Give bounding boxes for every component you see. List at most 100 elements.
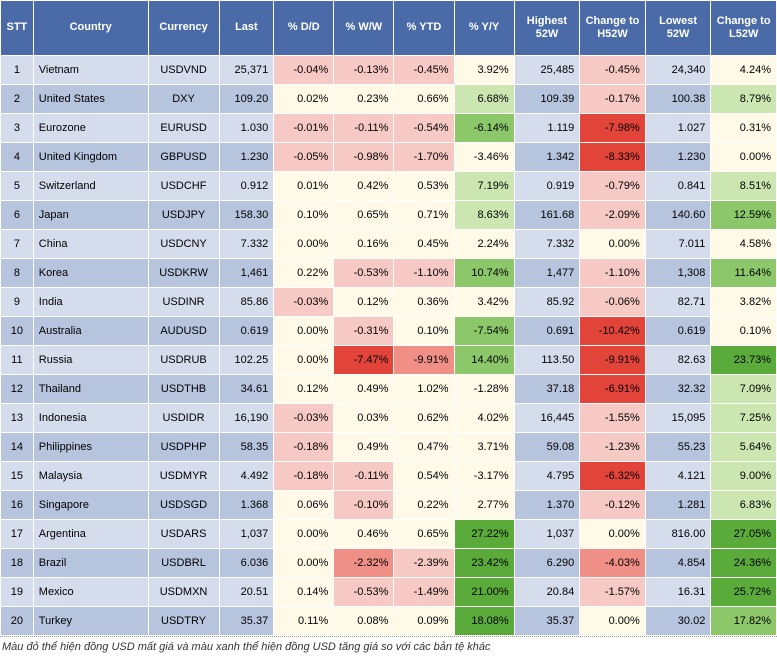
cell: 0.71% (394, 201, 454, 230)
cell: 109.20 (219, 85, 274, 114)
cell: Korea (33, 259, 148, 288)
currency-table: STTCountryCurrencyLast% D/D% W/W% YTD% Y… (0, 0, 777, 636)
cell: 3.42% (454, 288, 514, 317)
cell: 1.027 (645, 114, 711, 143)
cell: 0.45% (394, 230, 454, 259)
cell: 25.72% (711, 578, 777, 607)
cell: DXY (148, 85, 219, 114)
cell: 1,037 (219, 520, 274, 549)
cell: 25,485 (514, 56, 580, 85)
cell: -3.17% (454, 462, 514, 491)
cell: USDCHF (148, 172, 219, 201)
cell: 20.84 (514, 578, 580, 607)
table-row: 7ChinaUSDCNY7.3320.00%0.16%0.45%2.24%7.3… (1, 230, 777, 259)
cell: Australia (33, 317, 148, 346)
cell: 0.00% (274, 230, 334, 259)
cell: USDJPY (148, 201, 219, 230)
cell: -7.47% (334, 346, 394, 375)
cell: Argentina (33, 520, 148, 549)
cell: Malaysia (33, 462, 148, 491)
cell: GBPUSD (148, 143, 219, 172)
cell: 0.00% (274, 549, 334, 578)
cell: 7.25% (711, 404, 777, 433)
cell: 1.281 (645, 491, 711, 520)
cell: -1.23% (580, 433, 646, 462)
cell: 102.25 (219, 346, 274, 375)
cell: USDRUB (148, 346, 219, 375)
cell: USDMYR (148, 462, 219, 491)
table-row: 12ThailandUSDTHB34.610.12%0.49%1.02%-1.2… (1, 375, 777, 404)
cell: -0.11% (334, 114, 394, 143)
cell: Mexico (33, 578, 148, 607)
cell: 0.65% (394, 520, 454, 549)
cell: 8.51% (711, 172, 777, 201)
cell: 4.24% (711, 56, 777, 85)
cell: 0.10% (394, 317, 454, 346)
cell: -1.10% (580, 259, 646, 288)
table-row: 8KoreaUSDKRW1,4610.22%-0.53%-1.10%10.74%… (1, 259, 777, 288)
cell: USDIDR (148, 404, 219, 433)
cell: 113.50 (514, 346, 580, 375)
cell: 34.61 (219, 375, 274, 404)
table-row: 5SwitzerlandUSDCHF0.9120.01%0.42%0.53%7.… (1, 172, 777, 201)
cell: USDCNY (148, 230, 219, 259)
cell: 0.00% (274, 346, 334, 375)
cell: 3.92% (454, 56, 514, 85)
table-header: STTCountryCurrencyLast% D/D% W/W% YTD% Y… (1, 1, 777, 56)
cell: 7.09% (711, 375, 777, 404)
cell: USDTRY (148, 607, 219, 636)
cell: 10 (1, 317, 34, 346)
cell: Vietnam (33, 56, 148, 85)
cell: -0.18% (274, 433, 334, 462)
cell: -2.09% (580, 201, 646, 230)
cell: 32.32 (645, 375, 711, 404)
table-row: 14PhilippinesUSDPHP58.35-0.18%0.49%0.47%… (1, 433, 777, 462)
cell: 0.23% (334, 85, 394, 114)
cell: 0.619 (219, 317, 274, 346)
cell: 1.370 (514, 491, 580, 520)
cell: 3.82% (711, 288, 777, 317)
cell: 12 (1, 375, 34, 404)
cell: -0.03% (274, 404, 334, 433)
col-header: Country (33, 1, 148, 56)
cell: -1.28% (454, 375, 514, 404)
cell: 0.919 (514, 172, 580, 201)
cell: 100.38 (645, 85, 711, 114)
cell: -0.53% (334, 259, 394, 288)
cell: -0.53% (334, 578, 394, 607)
cell: 1,037 (514, 520, 580, 549)
cell: 19 (1, 578, 34, 607)
cell: Japan (33, 201, 148, 230)
cell: 4.121 (645, 462, 711, 491)
cell: 1.119 (514, 114, 580, 143)
table-row: 3EurozoneEURUSD1.030-0.01%-0.11%-0.54%-6… (1, 114, 777, 143)
cell: 11.64% (711, 259, 777, 288)
cell: -7.98% (580, 114, 646, 143)
table-row: 1VietnamUSDVND25,371-0.04%-0.13%-0.45%3.… (1, 56, 777, 85)
cell: 4.02% (454, 404, 514, 433)
cell: 0.00% (274, 317, 334, 346)
cell: Turkey (33, 607, 148, 636)
cell: 0.22% (274, 259, 334, 288)
cell: -0.79% (580, 172, 646, 201)
cell: 7 (1, 230, 34, 259)
table-row: 15MalaysiaUSDMYR4.492-0.18%-0.11%0.54%-3… (1, 462, 777, 491)
cell: 0.08% (334, 607, 394, 636)
cell: -0.06% (580, 288, 646, 317)
cell: 1 (1, 56, 34, 85)
cell: India (33, 288, 148, 317)
cell: 14 (1, 433, 34, 462)
cell: 0.16% (334, 230, 394, 259)
cell: 161.68 (514, 201, 580, 230)
cell: 1.342 (514, 143, 580, 172)
cell: 1.368 (219, 491, 274, 520)
table-row: 13IndonesiaUSDIDR16,190-0.03%0.03%0.62%4… (1, 404, 777, 433)
cell: -7.54% (454, 317, 514, 346)
cell: -1.10% (394, 259, 454, 288)
cell: 2.77% (454, 491, 514, 520)
cell: 24,340 (645, 56, 711, 85)
cell: 0.31% (711, 114, 777, 143)
cell: USDPHP (148, 433, 219, 462)
cell: -1.57% (580, 578, 646, 607)
col-header: Change to H52W (580, 1, 646, 56)
